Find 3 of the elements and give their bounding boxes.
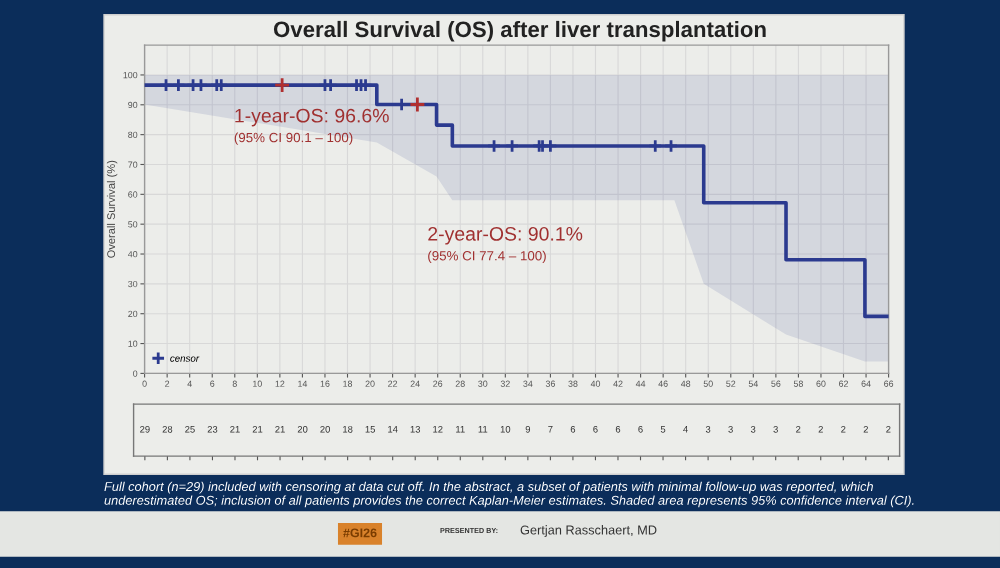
- chart-title: Overall Survival (OS) after liver transplantation: [273, 20, 766, 42]
- annotation: 2-year-OS: 90.1%: [428, 226, 583, 245]
- annotation: 1-year-OS: 96.6%: [235, 108, 389, 127]
